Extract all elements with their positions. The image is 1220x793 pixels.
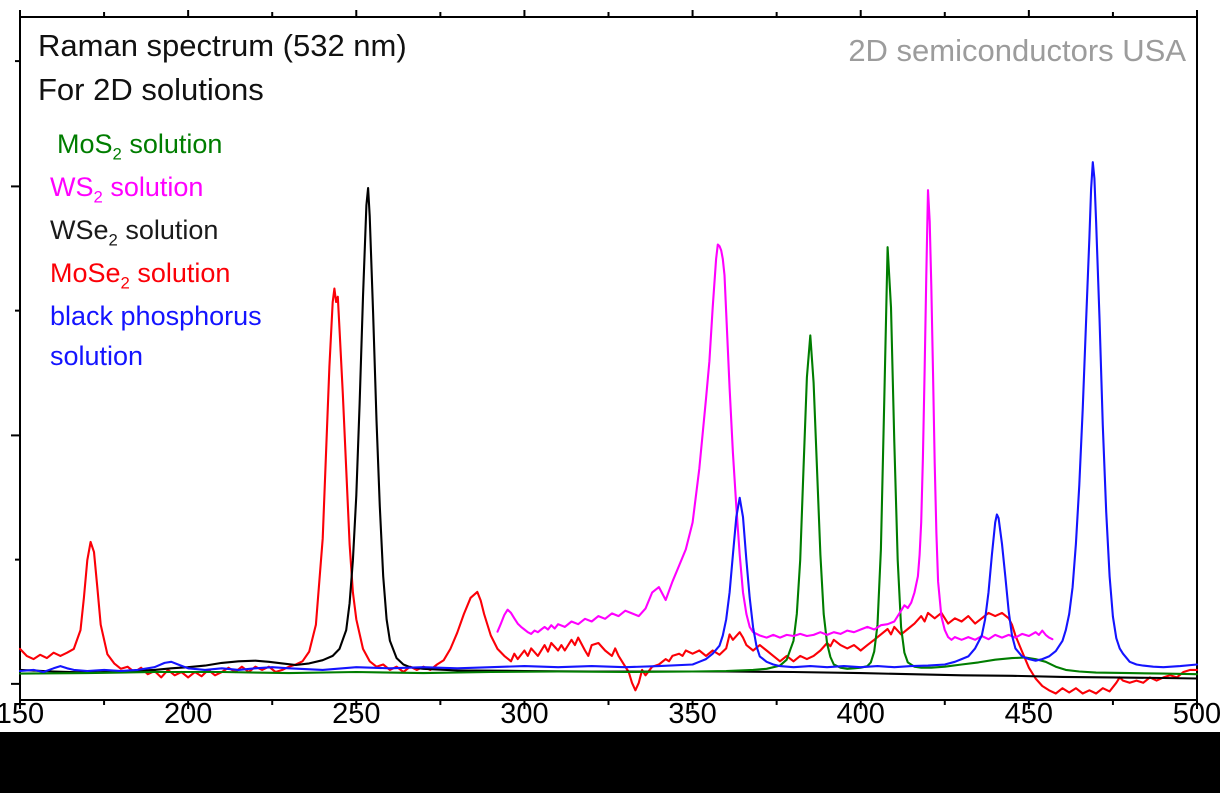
x-axis-tick-label: 500 (1172, 698, 1220, 730)
x-axis-tick-label: 250 (332, 698, 381, 730)
legend-label-subscript: 2 (108, 230, 118, 250)
legend-item-mos2: MoS2 solution (57, 124, 222, 174)
x-axis-tick-label: 400 (836, 698, 885, 730)
legend-label: MoS (57, 129, 113, 159)
bottom-black-bar (0, 732, 1220, 793)
legend-label: solution (121, 129, 223, 159)
legend-item-mose2: MoSe2 solution (50, 253, 230, 303)
legend-label: WS (50, 172, 94, 202)
x-axis-tick-label: 150 (0, 698, 45, 730)
series-line-ws2-solution (496, 189, 1054, 641)
x-axis-tick-label: 300 (500, 698, 549, 730)
x-axis-tick-label: 350 (668, 698, 717, 730)
legend-label: WSe (50, 215, 109, 245)
legend-label-subscript: 2 (93, 187, 103, 207)
series-line-wse2-solution (18, 186, 1199, 680)
chart-title: Raman spectrum (532 nm) (38, 28, 407, 63)
x-axis-tick-label: 450 (1004, 698, 1054, 730)
legend-label: solution (102, 172, 204, 202)
legend-label: black phosphorus solution (50, 301, 262, 371)
legend-label: solution (117, 215, 219, 245)
legend-item-wse2: WSe2 solution (50, 210, 218, 260)
chart-subtitle: For 2D solutions (38, 72, 264, 107)
legend-label-subscript: 2 (120, 273, 130, 293)
legend-label: solution (129, 258, 231, 288)
legend-label: MoSe (50, 258, 121, 288)
legend-item-black-phosphorus: black phosphorus solution (50, 296, 320, 376)
x-axis-tick-label: 200 (163, 698, 213, 730)
brand-watermark: 2D semiconductors USA (848, 33, 1186, 68)
legend-item-ws2: WS2 solution (50, 167, 203, 217)
series-line-black-phosphorus-solution (18, 161, 1199, 674)
legend-label-subscript: 2 (112, 144, 122, 164)
